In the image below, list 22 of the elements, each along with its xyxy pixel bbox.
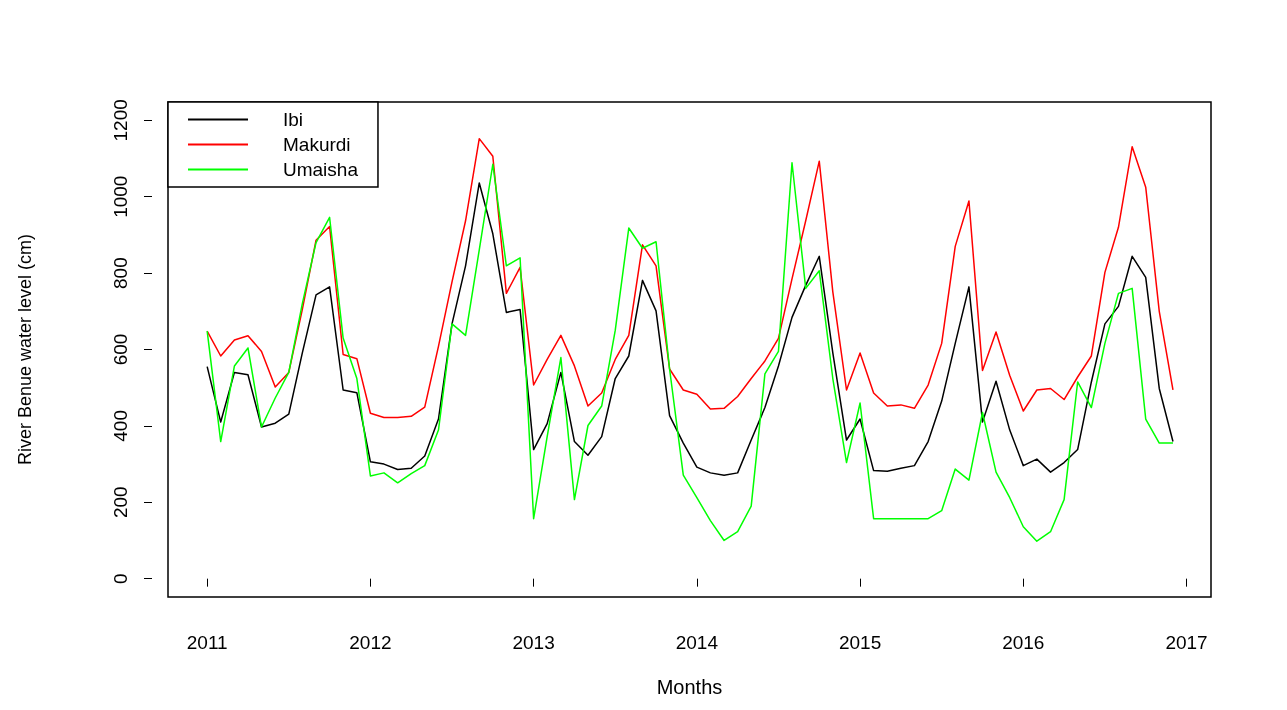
legend-label: Makurdi: [283, 134, 351, 155]
y-tick-label: 1200: [110, 99, 131, 142]
x-tick-label: 2014: [675, 632, 719, 653]
line-series: [206, 182, 1174, 476]
line-series: [206, 137, 1174, 419]
x-tick-label: 2017: [1165, 632, 1208, 653]
y-tick-label: 0: [110, 573, 131, 584]
legend-label: Ibi: [283, 109, 304, 130]
y-tick-label: 400: [110, 410, 131, 442]
x-tick-label: 2013: [512, 632, 555, 653]
legend-label: Umaisha: [283, 159, 359, 180]
x-tick-label: 2016: [1002, 632, 1045, 653]
x-tick-label: 2011: [186, 632, 228, 653]
x-tick-label: 2015: [838, 632, 882, 653]
x-axis-title: Months: [656, 676, 723, 698]
y-tick-label: 600: [110, 333, 131, 366]
x-tick-label: 2012: [349, 632, 392, 653]
y-tick-label: 800: [110, 257, 131, 289]
y-axis-title: River Benue water level (cm): [15, 233, 35, 466]
y-tick-label: 1000: [110, 175, 131, 218]
y-tick-label: 200: [110, 486, 131, 519]
line-series: [206, 161, 1174, 542]
